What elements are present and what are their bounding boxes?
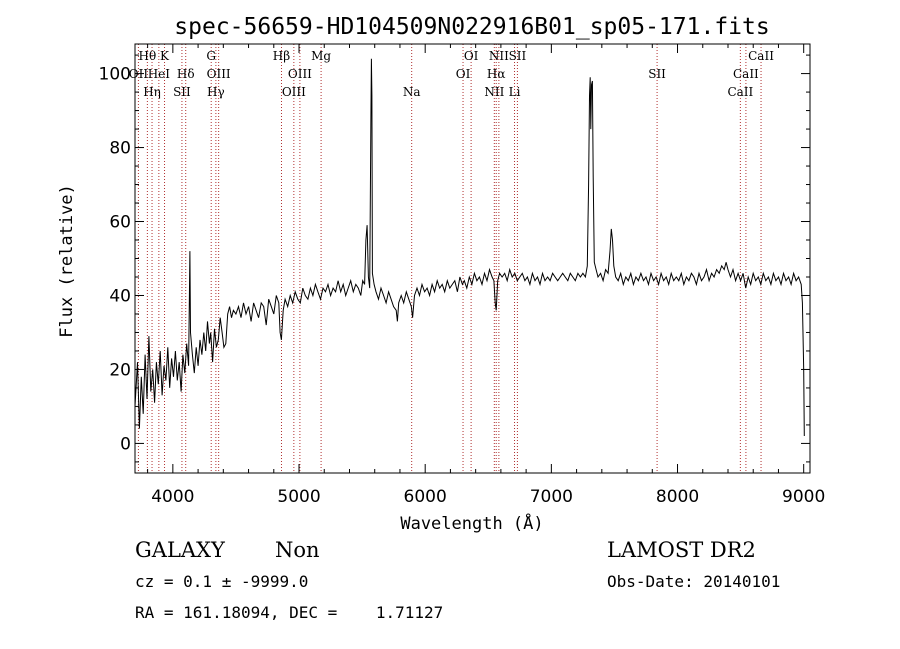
- line-label-25: CaII: [727, 85, 753, 99]
- line-label-19: NII: [484, 85, 504, 99]
- line-label-20: SII: [509, 49, 527, 63]
- coordinates-readout: RA = 161.18094, DEC = 1.71127: [135, 603, 444, 622]
- y-tick-label-2: 40: [109, 286, 131, 306]
- x-tick-label-2: 6000: [404, 487, 447, 507]
- object-class: GALAXY: [135, 538, 225, 562]
- observation-date: Obs-Date: 20140101: [607, 572, 781, 591]
- line-label-7: G: [206, 49, 216, 63]
- line-label-4: K: [160, 49, 170, 63]
- y-axis-ticks: 0 20 40 60 80 100: [99, 54, 810, 463]
- object-subclass: Non: [275, 538, 320, 562]
- x-axis-label: Wavelength (Å): [400, 512, 543, 534]
- line-label-11: OIII: [288, 67, 312, 81]
- line-label-15: OI: [464, 49, 479, 63]
- spectrum-series-line: [134, 58, 805, 437]
- chart-title: spec-56659-HD104509N022916B01_sp05-171.f…: [174, 14, 769, 40]
- line-label-22: SII: [648, 67, 666, 81]
- line-label-5: Hδ: [177, 67, 195, 81]
- line-label-18: Hα: [487, 67, 506, 81]
- y-tick-label-1: 20: [109, 360, 131, 380]
- line-label-21: Li: [509, 85, 521, 99]
- y-tick-label-0: 0: [120, 434, 131, 454]
- survey-name: LAMOST DR2: [607, 538, 756, 562]
- line-label-8: OIII: [207, 67, 231, 81]
- redshift-readout: cz = 0.1 ± -9999.0: [135, 572, 309, 591]
- y-tick-label-3: 60: [109, 213, 131, 233]
- x-tick-label-3: 7000: [530, 487, 573, 507]
- plot-frame: [134, 43, 811, 474]
- line-label-23: CaII: [748, 49, 774, 63]
- x-tick-label-5: 9000: [782, 487, 825, 507]
- line-label-6: SII: [173, 85, 191, 99]
- y-tick-label-4: 80: [109, 139, 131, 159]
- x-axis-ticks: 4000 5000 6000 7000 8000 9000: [147, 44, 825, 507]
- line-label-13: Mg: [311, 49, 331, 63]
- x-tick-label-1: 5000: [277, 487, 320, 507]
- line-label-16: OI: [456, 67, 471, 81]
- line-label-0: Hθ: [139, 49, 157, 63]
- line-label-14: Na: [403, 85, 421, 99]
- x-tick-label-4: 8000: [656, 487, 699, 507]
- line-label-24: CaII: [733, 67, 759, 81]
- line-label-2: Hη: [143, 85, 161, 99]
- y-axis-label: Flux (relative): [57, 184, 77, 338]
- x-tick-label-0: 4000: [151, 487, 194, 507]
- line-label-9: Hγ: [207, 85, 225, 99]
- line-label-3: HeI: [148, 67, 171, 81]
- spectral-line-labels: HθOIIHηHeIKHδSIIGOIIIHγHβOIIIOIIIMgNaOIO…: [129, 49, 774, 99]
- y-tick-label-5: 100: [99, 65, 131, 85]
- line-label-17: NII: [489, 49, 509, 63]
- line-label-12: OIII: [282, 85, 306, 99]
- spectral-line-markers: [137, 44, 762, 473]
- line-label-10: Hβ: [273, 49, 290, 63]
